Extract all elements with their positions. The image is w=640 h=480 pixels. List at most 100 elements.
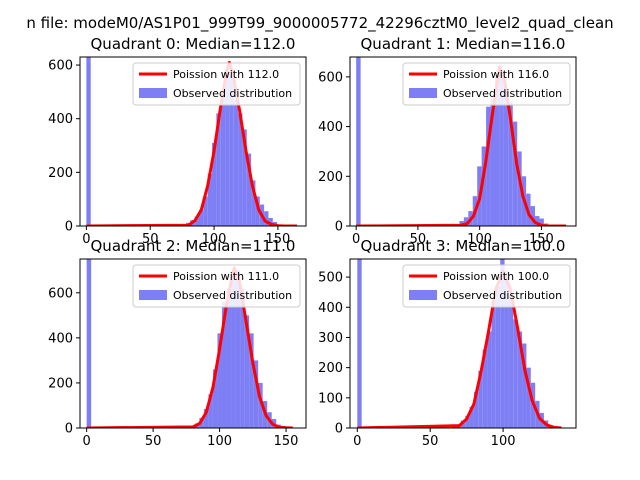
- figure-title: n file: modeM0/AS1P01_999T99_9000005772_…: [26, 14, 613, 33]
- hist-bar: [242, 129, 247, 226]
- hist-bar: [513, 319, 518, 428]
- subplot-title: Quadrant 0: Median=112.0: [91, 35, 296, 53]
- hist-bar-zero: [357, 259, 362, 428]
- y-tick-label: 200: [48, 376, 73, 391]
- hist-bar: [240, 288, 245, 428]
- y-tick-label: 600: [48, 59, 73, 74]
- legend: Poission with 116.0 Observed distribution: [402, 62, 571, 106]
- y-tick-label: 200: [318, 361, 343, 376]
- x-tick-label: 50: [142, 232, 159, 247]
- subplot-title: Quadrant 2: Median=111.0: [91, 237, 296, 255]
- y-tick-label: 0: [65, 422, 73, 437]
- x-tick-label: 0: [353, 434, 361, 449]
- hist-bar: [235, 270, 241, 428]
- hist-bar: [207, 173, 213, 226]
- x-tick-label: 150: [274, 434, 299, 449]
- hist-bar: [258, 382, 263, 428]
- plot-area: [356, 57, 567, 226]
- panels: 0 50 100 150 0 200 400 600 Quadrant 0: Median=11…: [48, 35, 577, 449]
- quadrant-1-axes: 0 50 100 150 0 200 400 600 Quadrant 1: Median=11…: [318, 35, 577, 247]
- hist-bar: [517, 331, 523, 428]
- hist-bar: [504, 271, 509, 428]
- y-tick-label: 200: [318, 170, 343, 185]
- hist-bar: [465, 415, 470, 428]
- legend-box: [402, 264, 571, 308]
- legend-fit-label: Poission with 112.0: [173, 68, 279, 81]
- axes-frame: [349, 56, 577, 227]
- x-tick-label: 100: [207, 434, 232, 449]
- hist-bar: [522, 343, 527, 428]
- hist-bar: [512, 121, 518, 226]
- y-tick-label: 600: [48, 286, 73, 301]
- hist-bar: [220, 91, 226, 226]
- hist-bar: [264, 211, 269, 226]
- y-tick-label: 0: [335, 422, 343, 437]
- hist-bar: [526, 367, 531, 428]
- legend-fit-label: Poission with 111.0: [173, 270, 279, 283]
- hist-bar: [216, 113, 221, 226]
- hist-bar: [500, 259, 505, 428]
- hist-bar: [251, 180, 256, 226]
- hist-bar: [487, 331, 492, 428]
- hist-bar: [482, 349, 488, 428]
- hist-bar: [473, 391, 479, 428]
- legend: Poission with 111.0 Observed distribution: [132, 264, 301, 308]
- hist-bar: [459, 221, 464, 226]
- x-tick-label: 100: [467, 232, 492, 247]
- hist-bar: [255, 196, 260, 226]
- hist-bar: [217, 333, 222, 428]
- hist-bar: [253, 360, 259, 428]
- y-tick-label: 200: [48, 166, 73, 181]
- hist-bar: [503, 91, 509, 226]
- hist-bar-zero: [356, 57, 361, 226]
- hist-bar: [469, 406, 474, 428]
- plot-area: [357, 259, 562, 428]
- legend-fit-label: Poission with 100.0: [443, 270, 549, 283]
- legend: Poission with 112.0 Observed distribution: [132, 62, 301, 106]
- hist-bar: [194, 216, 200, 226]
- axes-frame: [79, 258, 307, 429]
- legend-box: [132, 62, 301, 106]
- legend-hist-swatch: [139, 290, 167, 300]
- subplot-title: Quadrant 1: Median=116.0: [361, 35, 566, 53]
- x-tick-label: 50: [145, 434, 162, 449]
- hist-bar: [452, 426, 457, 428]
- hist-bar: [212, 369, 218, 428]
- hist-bar: [539, 218, 544, 226]
- legend-hist-swatch: [409, 88, 437, 98]
- y-tick-label: 0: [335, 220, 343, 235]
- hist-bar: [508, 295, 514, 428]
- subplot-title: Quadrant 3: Median=100.0: [361, 237, 566, 255]
- legend-hist-label: Observed distribution: [173, 87, 292, 100]
- hist-bar: [481, 146, 487, 226]
- y-tick-label: 400: [48, 112, 73, 127]
- x-tick-label: 50: [422, 434, 439, 449]
- quadrant-0-axes: 0 50 100 150 0 200 400 600 Quadrant 0: Median=11…: [48, 35, 307, 247]
- hist-bar: [225, 69, 230, 226]
- hist-bar: [534, 216, 540, 226]
- x-tick-label: 0: [83, 434, 91, 449]
- hist-bar: [231, 272, 236, 428]
- hist-bar: [199, 209, 204, 226]
- legend-hist-label: Observed distribution: [443, 87, 562, 100]
- hist-bar: [226, 288, 232, 428]
- y-tick-label: 0: [65, 220, 73, 235]
- hist-bar: [463, 217, 469, 226]
- hist-bar-zero: [86, 259, 92, 428]
- hist-bar: [491, 301, 496, 428]
- legend-box: [402, 62, 571, 106]
- y-tick-label: 400: [318, 301, 343, 316]
- y-tick-label: 500: [318, 271, 343, 286]
- hist-bar: [508, 101, 513, 226]
- hist-bar: [212, 142, 217, 226]
- hist-bar: [221, 301, 227, 428]
- hist-bar: [486, 106, 491, 226]
- hist-bar: [495, 286, 501, 428]
- hist-bar: [490, 99, 495, 226]
- hist-bar: [499, 71, 504, 226]
- legend-hist-swatch: [139, 88, 167, 98]
- legend: Poission with 100.0 Observed distribution: [402, 264, 571, 308]
- x-tick-label: 100: [202, 232, 227, 247]
- hist-bar: [478, 370, 483, 428]
